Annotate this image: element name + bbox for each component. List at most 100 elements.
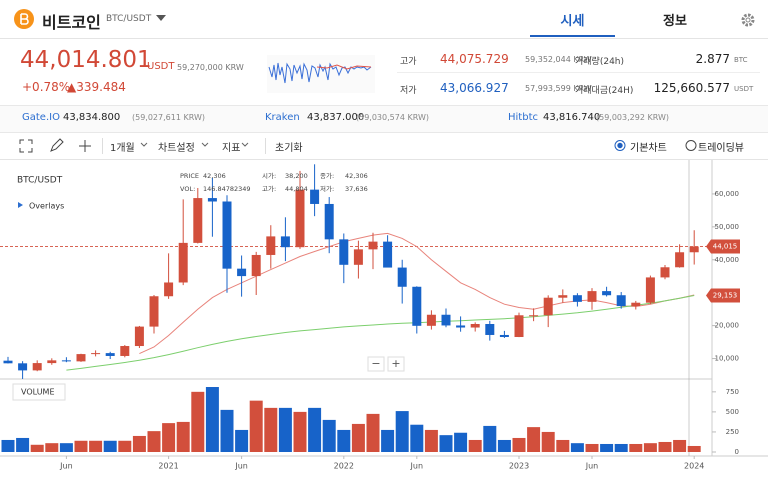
tooltip-label: 시가: <box>262 171 276 180</box>
candle-body <box>572 295 582 302</box>
candle-body <box>207 198 217 202</box>
candle-body <box>251 254 261 277</box>
zoom-label[interactable]: − <box>371 357 380 370</box>
candle-body <box>485 324 495 335</box>
mode-option[interactable]: 기본차트 <box>630 143 667 154</box>
sparkline <box>267 55 375 93</box>
price-tag-label: 29,153 <box>713 291 738 299</box>
overlays-icon[interactable] <box>18 202 23 208</box>
stat-label: 거래대금(24H) <box>575 86 634 96</box>
candle-body <box>120 346 130 356</box>
x-tick-label: 2024 <box>684 462 704 471</box>
divider <box>265 138 266 154</box>
x-tick-label: 2022 <box>334 462 354 471</box>
candle-body <box>675 252 685 268</box>
tab[interactable]: 시세 <box>560 14 585 29</box>
candle-body <box>529 315 539 317</box>
volume-bar <box>176 421 190 452</box>
exchange-bar <box>0 105 768 133</box>
volume-bar <box>293 411 307 452</box>
candle-body <box>383 241 393 268</box>
tool-icons[interactable] <box>18 138 108 154</box>
candle-body <box>645 277 655 303</box>
volume-bar <box>147 431 161 452</box>
candle-body <box>441 314 451 326</box>
volume-bar <box>629 443 643 452</box>
divider <box>0 38 768 39</box>
candle-body <box>237 268 247 277</box>
volume-bar <box>132 435 146 452</box>
volume-bar <box>103 440 117 452</box>
volume-bar <box>162 423 176 452</box>
candle-body <box>339 239 349 265</box>
tooltip-value: 42,306 <box>203 172 226 180</box>
moving-average <box>139 232 695 355</box>
candle-body <box>295 189 305 248</box>
candle-body <box>32 363 42 371</box>
volume-bar <box>658 441 672 452</box>
volume-bar <box>205 387 219 452</box>
candle-body <box>91 353 101 355</box>
volume-bar <box>643 443 657 452</box>
candle-body <box>324 203 334 240</box>
volume-bar <box>220 409 234 452</box>
moving-average <box>66 295 695 371</box>
reset[interactable]: 초기화 <box>275 143 303 154</box>
price-tag <box>706 288 740 303</box>
radios[interactable] <box>614 139 698 152</box>
overlays[interactable]: Overlays <box>29 202 64 211</box>
divider <box>102 138 103 154</box>
candle-body <box>543 297 553 316</box>
zoom-button[interactable] <box>367 356 385 372</box>
stat-unit: BTC <box>734 56 748 64</box>
tooltip-value: 146.84782349 <box>203 185 251 193</box>
candle-body <box>412 286 422 326</box>
zoom-label[interactable]: + <box>391 357 400 370</box>
volume-bar <box>410 424 424 452</box>
tab-underline <box>530 35 615 37</box>
volume-bar <box>454 432 468 452</box>
volume-bar <box>264 407 278 452</box>
candle-body <box>105 353 115 356</box>
period-select[interactable]: 1개월 <box>110 143 135 154</box>
volume-bar <box>30 444 44 452</box>
volume-bar <box>337 429 351 452</box>
mode-option[interactable]: 트레이딩뷰 <box>698 143 744 154</box>
zoom-button[interactable] <box>387 356 405 372</box>
divider <box>397 72 760 73</box>
exchange-price: 43,834.800 <box>63 112 121 123</box>
dropdown[interactable] <box>156 15 166 22</box>
x-tick-label: Jun <box>59 462 73 471</box>
volume-bar <box>381 429 395 452</box>
candle-body <box>368 241 378 250</box>
indicator[interactable]: 지표 <box>222 143 241 154</box>
candle-body <box>266 236 276 255</box>
settings-icon[interactable] <box>740 12 756 28</box>
coin-name: 비트코인 <box>42 13 101 32</box>
candle-body <box>310 189 320 204</box>
x-tick-label: Jun <box>585 462 599 471</box>
tooltip-value: 42,306 <box>345 172 368 180</box>
candle-body <box>616 295 626 307</box>
candle-body <box>470 324 480 328</box>
y-tick-label: 60,000 <box>715 190 740 198</box>
volume-bar <box>570 443 584 452</box>
volume-bar <box>16 437 30 452</box>
candle-body <box>456 325 466 328</box>
y-tick-label: 0 <box>735 448 739 456</box>
tooltip-label: VOL: <box>180 185 195 193</box>
price-tag <box>706 239 740 254</box>
volume-bar <box>89 440 103 452</box>
tab[interactable]: 정보 <box>663 14 687 29</box>
volume-title-box <box>12 383 66 401</box>
exchange-price: 43,816.740 <box>543 112 601 123</box>
candle-body <box>61 360 71 362</box>
y-tick-label: 250 <box>726 428 739 436</box>
candle-body <box>514 315 524 338</box>
stat-value: 125,660.577 <box>653 81 730 95</box>
chart-settings[interactable]: 차트설정 <box>158 143 195 154</box>
tooltip-value: 37,636 <box>345 185 368 193</box>
tooltip-value: 38,200 <box>285 172 308 180</box>
